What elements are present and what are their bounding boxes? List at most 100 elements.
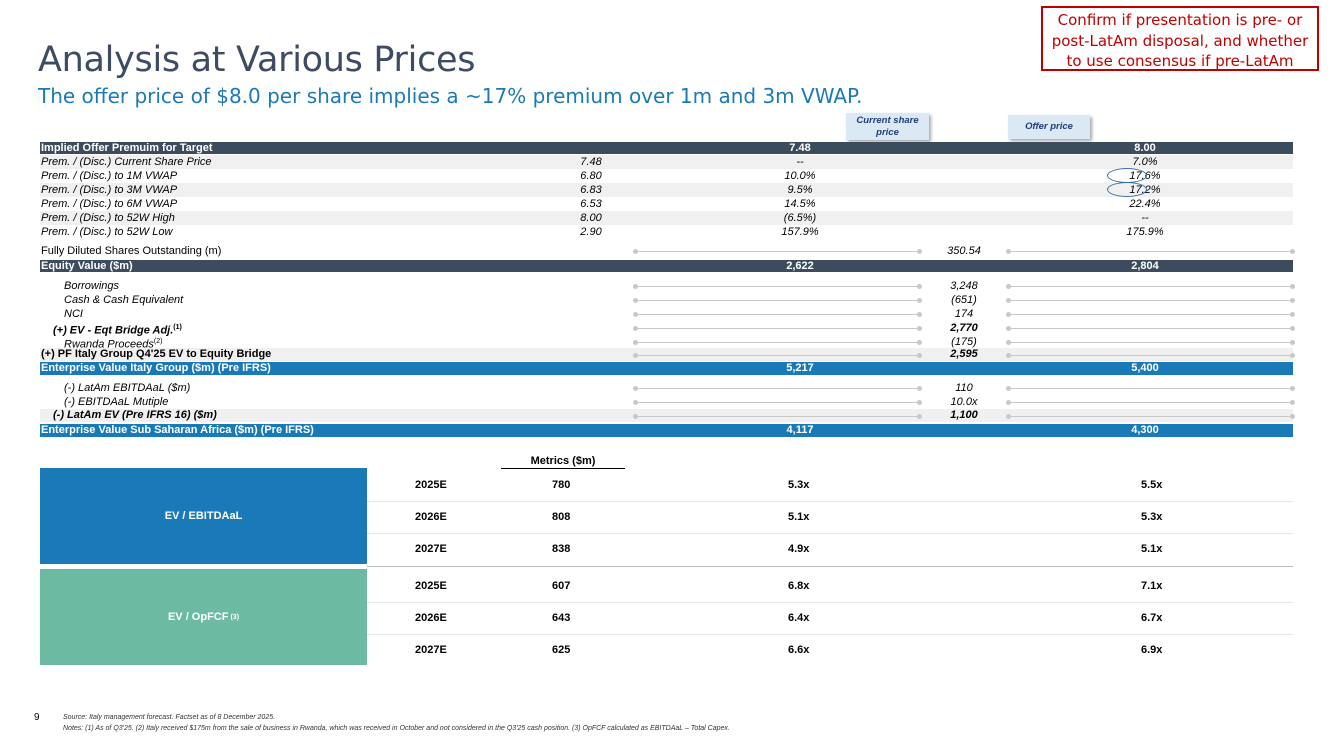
multiple-offer: 5.5x (1141, 479, 1163, 491)
multiple-metric: 780 (552, 479, 571, 491)
leader-line (635, 402, 920, 403)
multiple-row: 2025E 607 6.8x 7.1x (367, 570, 1293, 603)
shares-row: Fully Diluted Shares Outstanding (m) 350… (40, 245, 1295, 258)
pf-bridge-label: (+) PF Italy Group Q4'25 EV to Equity Br… (41, 348, 272, 360)
ev-ssa-current: 4,117 (786, 424, 814, 436)
premium-row: Prem. / (Disc.) to 52W Low 2.90 157.9% 175.… (40, 225, 1293, 239)
ev-ssa-row: Enterprise Value Sub Saharan Africa ($m)… (40, 424, 1293, 437)
premium-table-title: Implied Offer Premuim for Target (41, 142, 213, 154)
leader-dot (1290, 400, 1295, 405)
bridge-row-label: NCI (64, 307, 83, 321)
bridge-row-text: Rwanda Proceeds (64, 338, 154, 351)
multiple-offer: 5.3x (1141, 511, 1163, 523)
leader-dot (633, 414, 638, 419)
leader-dot (1290, 353, 1295, 358)
leader-dot (1290, 326, 1295, 331)
premium-row-reference: 6.80 (580, 170, 602, 182)
leader-line (1008, 416, 1293, 417)
leader-dot (633, 400, 638, 405)
multiple-row: 2025E 780 5.3x 5.5x (367, 469, 1293, 502)
multiple-offer: 5.1x (1141, 543, 1163, 555)
leader-dot (1006, 386, 1011, 391)
premium-row: Prem. / (Disc.) to 3M VWAP 6.83 9.5% 17.2% (40, 183, 1293, 197)
leader-dot (1006, 284, 1011, 289)
leader-line (635, 300, 920, 301)
leader-dot (1006, 326, 1011, 331)
bridge-row-footnote: (1) (173, 324, 182, 331)
leader-dot (1006, 312, 1011, 317)
leader-line (635, 416, 920, 417)
leader-dot (1006, 249, 1011, 254)
ev-ebitdaal-label: EV / EBITDAaL (164, 510, 243, 522)
leader-dot (633, 249, 638, 254)
premium-row-reference: 2.90 (580, 226, 602, 238)
multiple-metric: 625 (552, 644, 571, 656)
callout-offer-price: Offer price (1008, 115, 1090, 139)
premium-row-offer: -- (1141, 212, 1149, 224)
ev-italy-offer: 5,400 (1131, 362, 1159, 374)
multiple-current: 6.8x (788, 580, 810, 592)
pf-bridge-row: (+) PF Italy Group Q4'25 EV to Equity Br… (40, 348, 1295, 361)
callout-current-share-price: Current share price (846, 113, 929, 140)
leader-line (1008, 402, 1293, 403)
bridge-row: Borrowings 3,248 (40, 279, 1295, 293)
leader-line (635, 388, 920, 389)
premium-row-current: 157.9% (781, 226, 819, 238)
multiple-row: 2027E 838 4.9x 5.1x (367, 533, 1293, 565)
leader-dot (1290, 312, 1295, 317)
bridge-row-value: 2,770 (950, 322, 978, 334)
multiple-current: 6.4x (788, 612, 810, 624)
leader-line (1008, 300, 1293, 301)
pf-bridge-value: 2,595 (950, 348, 978, 360)
leader-dot (633, 326, 638, 331)
bridge-row-text: Cash & Cash Equivalent (64, 294, 184, 306)
latam-ev-value: 1,100 (950, 409, 978, 421)
leader-line (1008, 355, 1293, 356)
latam-row-value: 110 (955, 382, 973, 394)
multiple-offer: 6.7x (1141, 612, 1163, 624)
leader-dot (917, 353, 922, 358)
bridge-row-value: (175) (951, 336, 977, 348)
bridge-row-label: (+) EV - Eqt Bridge Adj.(1) (53, 321, 182, 338)
multiple-year: 2027E (415, 644, 447, 656)
premium-row-reference: 8.00 (580, 212, 602, 224)
latam-row-label: (-) EBITDAaL Mutiple (64, 396, 169, 408)
page-number: 9 (34, 712, 40, 723)
premium-row-current: 10.0% (784, 170, 816, 182)
confirm-note: Confirm if presentation is pre- or post-… (1041, 6, 1319, 71)
leader-line (1008, 328, 1293, 329)
ev-opfcf-footnote: (3) (230, 613, 240, 621)
leader-dot (1006, 414, 1011, 419)
ev-opfcf-label: EV / OpFCF (167, 611, 229, 623)
ev-italy-label: Enterprise Value Italy Group ($m) (Pre I… (41, 362, 271, 374)
premium-row-label: Prem. / (Disc.) to 52W High (41, 212, 175, 224)
premium-row-offer: 22.4% (1129, 198, 1161, 210)
leader-line (1008, 286, 1293, 287)
multiple-row: 2027E 625 6.6x 6.9x (367, 634, 1293, 666)
leader-line (635, 355, 920, 356)
ev-ssa-label: Enterprise Value Sub Saharan Africa ($m)… (41, 424, 314, 436)
leader-dot (633, 340, 638, 345)
leader-line (635, 328, 920, 329)
leader-dot (1290, 340, 1295, 345)
multiple-current: 4.9x (788, 543, 810, 555)
bridge-row-value: 174 (954, 308, 974, 320)
multiple-year: 2027E (415, 543, 447, 555)
current-price-header: 7.48 (789, 142, 811, 154)
multiple-current: 5.1x (788, 511, 810, 523)
premium-row-label: Prem. / (Disc.) to 6M VWAP (41, 198, 178, 210)
multiple-metric: 643 (552, 612, 571, 624)
ev-opfcf-box: EV / OpFCF (3) (40, 569, 367, 665)
page-title: Analysis at Various Prices (38, 40, 476, 80)
latam-ev-label: (-) LatAm EV (Pre IFRS 16) ($m) (53, 409, 217, 421)
leader-dot (917, 326, 922, 331)
leader-dot (1290, 414, 1295, 419)
latam-row: (-) LatAm EBITDAaL ($m) 110 (40, 381, 1295, 395)
multiple-offer: 6.9x (1141, 644, 1163, 656)
equity-value-offer: 2,804 (1131, 260, 1159, 272)
leader-line (635, 342, 920, 343)
leader-dot (917, 249, 922, 254)
ev-ebitdaal-box: EV / EBITDAaL (40, 468, 367, 564)
ev-italy-current: 5,217 (786, 362, 814, 374)
leader-dot (917, 298, 922, 303)
